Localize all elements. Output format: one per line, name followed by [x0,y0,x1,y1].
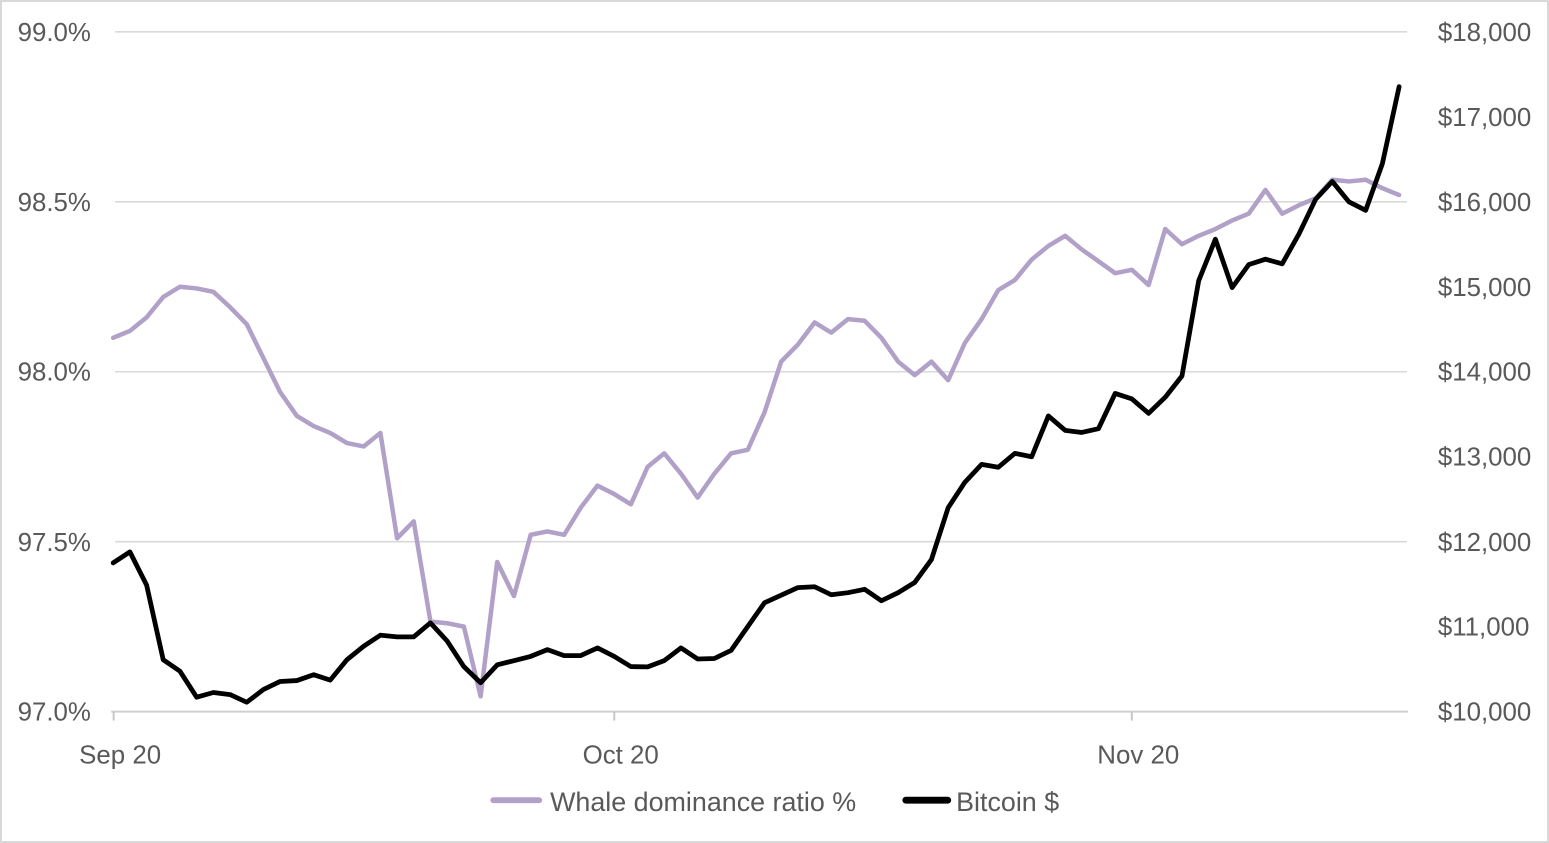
right-axis-tick-10000: $10,000 [1438,699,1531,727]
x-axis [111,710,1408,721]
whale-dominance-line [110,177,1402,699]
x-axis-tick-oct20: Oct 20 [583,741,659,769]
right-axis-tick-16000: $16,000 [1438,189,1531,217]
left-axis-labels: 99.0% 98.5% 98.0% 97.5% 97.0% [18,19,91,727]
bitcoin-price-line [110,84,1402,705]
right-axis-tick-12000: $12,000 [1438,529,1531,557]
right-axis-labels: $18,000 $17,000 $16,000 $15,000 $14,000 … [1438,19,1531,727]
right-axis-tick-13000: $13,000 [1438,444,1531,472]
whale-legend-swatch [490,797,543,804]
right-axis-tick-18000: $18,000 [1438,19,1531,47]
bitcoin-legend-label: Bitcoin $ [956,787,1059,817]
legend: Whale dominance ratio % Bitcoin $ [490,787,1059,817]
left-axis-tick-975: 97.5% [18,529,91,557]
left-axis-tick-97: 97.0% [18,699,91,727]
bitcoin-legend-swatch [902,796,952,804]
x-axis-tick-sep20: Sep 20 [79,741,161,769]
whale-legend-label: Whale dominance ratio % [550,787,856,817]
left-axis-tick-98: 98.0% [18,359,91,387]
right-axis-tick-14000: $14,000 [1438,359,1531,387]
x-axis-labels: Sep 20 Oct 20 Nov 20 [79,741,1179,769]
gridlines [115,31,1407,543]
right-axis-tick-17000: $17,000 [1438,104,1531,132]
right-axis-tick-15000: $15,000 [1438,274,1531,302]
left-axis-tick-99: 99.0% [18,19,91,47]
right-axis-tick-11000: $11,000 [1438,614,1530,642]
left-axis-tick-985: 98.5% [18,189,91,217]
x-axis-tick-nov20: Nov 20 [1097,741,1179,769]
